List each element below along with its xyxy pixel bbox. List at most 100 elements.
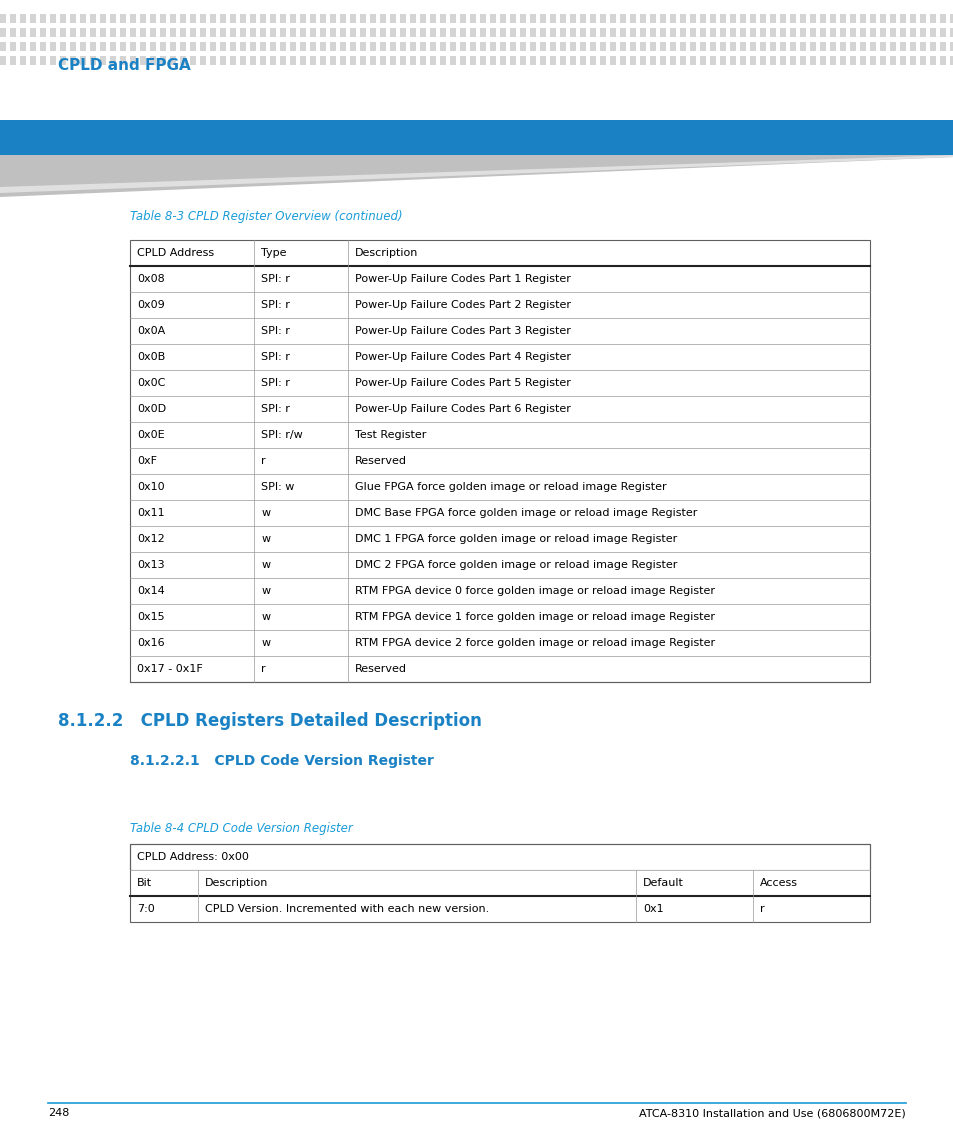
Bar — [379, 14, 386, 23]
Bar — [310, 14, 315, 23]
Bar — [200, 56, 206, 65]
Bar — [399, 27, 406, 37]
Bar — [359, 42, 366, 52]
Text: 8.1.2.2.1   CPLD Code Version Register: 8.1.2.2.1 CPLD Code Version Register — [130, 755, 434, 768]
Bar — [359, 56, 366, 65]
Bar — [569, 27, 576, 37]
Bar — [929, 56, 935, 65]
Bar — [550, 14, 556, 23]
Bar — [30, 27, 36, 37]
Bar — [70, 56, 76, 65]
Bar — [589, 42, 596, 52]
Bar — [859, 27, 865, 37]
Bar — [800, 56, 805, 65]
Bar — [110, 14, 116, 23]
Bar — [510, 56, 516, 65]
Bar — [780, 27, 785, 37]
Bar — [280, 14, 286, 23]
Bar — [60, 42, 66, 52]
Bar — [729, 27, 735, 37]
Text: w: w — [261, 560, 270, 570]
Bar — [330, 56, 335, 65]
Bar — [390, 42, 395, 52]
Bar — [609, 14, 616, 23]
Bar — [490, 14, 496, 23]
Bar — [240, 56, 246, 65]
Text: Power-Up Failure Codes Part 1 Register: Power-Up Failure Codes Part 1 Register — [355, 274, 571, 284]
Bar — [899, 14, 905, 23]
Bar — [220, 27, 226, 37]
Text: SPI: r: SPI: r — [261, 352, 290, 362]
Bar — [250, 14, 255, 23]
Bar — [769, 42, 775, 52]
Bar — [170, 56, 175, 65]
Text: Test Register: Test Register — [355, 431, 426, 440]
Bar — [130, 42, 136, 52]
Bar — [579, 14, 585, 23]
Bar — [290, 42, 295, 52]
Bar — [40, 42, 46, 52]
Bar — [430, 56, 436, 65]
Bar — [150, 42, 156, 52]
Bar — [150, 56, 156, 65]
Bar — [849, 42, 855, 52]
Bar — [280, 56, 286, 65]
Bar — [479, 14, 485, 23]
Bar — [789, 42, 795, 52]
Bar — [339, 27, 346, 37]
Bar — [60, 56, 66, 65]
Text: 0x10: 0x10 — [137, 482, 165, 492]
Text: 0x0C: 0x0C — [137, 378, 165, 388]
Bar — [649, 56, 656, 65]
Bar — [379, 27, 386, 37]
Bar — [939, 42, 945, 52]
Bar — [200, 42, 206, 52]
Text: w: w — [261, 534, 270, 544]
Bar — [90, 56, 96, 65]
Bar — [319, 14, 326, 23]
Bar — [130, 14, 136, 23]
Bar — [919, 56, 925, 65]
Bar — [510, 27, 516, 37]
Bar — [760, 27, 765, 37]
Bar — [130, 844, 869, 870]
Bar — [679, 56, 685, 65]
Bar — [90, 27, 96, 37]
Text: 0x1: 0x1 — [642, 905, 663, 914]
Bar — [160, 14, 166, 23]
Text: 0x0B: 0x0B — [137, 352, 165, 362]
Bar — [270, 56, 275, 65]
Bar — [849, 14, 855, 23]
Text: DMC Base FPGA force golden image or reload image Register: DMC Base FPGA force golden image or relo… — [355, 508, 697, 518]
Text: 0x0A: 0x0A — [137, 326, 165, 335]
Bar — [809, 27, 815, 37]
Bar — [390, 14, 395, 23]
Bar — [319, 42, 326, 52]
Bar — [809, 14, 815, 23]
Bar — [0, 56, 6, 65]
Bar — [599, 14, 605, 23]
Bar — [539, 27, 545, 37]
Text: Glue FPGA force golden image or reload image Register: Glue FPGA force golden image or reload i… — [355, 482, 666, 492]
Bar — [490, 27, 496, 37]
Text: Description: Description — [205, 878, 268, 889]
Bar — [780, 56, 785, 65]
Bar — [550, 27, 556, 37]
Text: RTM FPGA device 1 force golden image or reload image Register: RTM FPGA device 1 force golden image or … — [355, 611, 715, 622]
Bar — [270, 42, 275, 52]
Bar — [350, 56, 355, 65]
Bar — [599, 27, 605, 37]
Text: RTM FPGA device 0 force golden image or reload image Register: RTM FPGA device 0 force golden image or … — [355, 586, 715, 597]
Text: CPLD and FPGA: CPLD and FPGA — [58, 57, 191, 72]
Bar — [439, 56, 446, 65]
Bar — [40, 27, 46, 37]
Text: Power-Up Failure Codes Part 3 Register: Power-Up Failure Codes Part 3 Register — [355, 326, 571, 335]
Bar — [619, 14, 625, 23]
Bar — [450, 42, 456, 52]
Text: 248: 248 — [48, 1108, 70, 1118]
Bar — [569, 56, 576, 65]
Bar — [609, 56, 616, 65]
Bar — [499, 27, 505, 37]
Bar — [130, 56, 136, 65]
Bar — [50, 56, 56, 65]
